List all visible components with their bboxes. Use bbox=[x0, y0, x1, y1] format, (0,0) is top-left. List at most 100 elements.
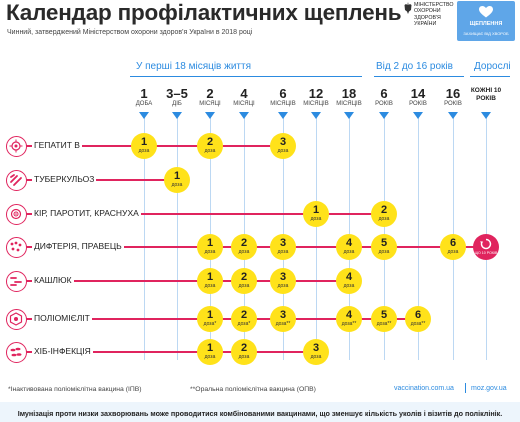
dose-circle[interactable]: 3 доза bbox=[270, 268, 296, 294]
dose-circle[interactable]: 1 доза bbox=[197, 234, 223, 260]
disease-timeline bbox=[20, 280, 349, 282]
dose-number: 3 bbox=[279, 237, 287, 249]
hib-bacteria-badge bbox=[6, 341, 27, 363]
dose-circle[interactable]: 1 доза* bbox=[197, 306, 223, 332]
dose-circle[interactable]: 1 доза bbox=[164, 167, 190, 193]
dose-circle[interactable]: 2 доза bbox=[231, 234, 257, 260]
dose-unit: доза* bbox=[203, 321, 217, 327]
disease-label: Поліомієліт bbox=[32, 313, 92, 323]
disease-timeline bbox=[20, 179, 177, 181]
age-number: 1 bbox=[140, 86, 148, 101]
tuberculosis-bacteria-icon bbox=[10, 173, 22, 186]
dose-unit: доза bbox=[238, 283, 250, 289]
dose-unit: доза bbox=[378, 216, 390, 222]
ministry-logo-text: Міністерство охорони здоров'я України bbox=[414, 2, 454, 28]
site-separator bbox=[465, 383, 466, 393]
age-guide-line bbox=[176, 118, 178, 360]
dose-circle[interactable]: 3 доза** bbox=[270, 306, 296, 332]
dose-unit: доза bbox=[138, 148, 150, 154]
dose-number: 1 bbox=[206, 271, 214, 283]
age-number: 14 bbox=[410, 86, 426, 101]
age-unit: місяців bbox=[336, 101, 362, 107]
dose-unit: доза bbox=[343, 283, 355, 289]
age-marker bbox=[239, 112, 249, 119]
age-group-label: Від 2 до 16 років bbox=[376, 61, 453, 72]
dose-circle[interactable]: 2 доза bbox=[197, 133, 223, 159]
tuberculosis-bacteria-badge bbox=[6, 169, 27, 191]
dose-circle[interactable]: 1 доза bbox=[197, 268, 223, 294]
dose-unit: доза bbox=[277, 249, 289, 255]
dose-circle[interactable]: 2 доза bbox=[231, 268, 257, 294]
disease-timeline bbox=[20, 351, 316, 353]
age-guide-line bbox=[315, 118, 317, 360]
vaccination-logo[interactable]: ЩЕПЛЕННЯ ЗАХИЩАЄ ВІД ХВОРОБ bbox=[457, 1, 515, 41]
dose-number: 1 bbox=[140, 136, 148, 148]
dose-number: 3 bbox=[279, 271, 287, 283]
dose-circle[interactable]: 1 доза bbox=[197, 339, 223, 365]
dose-number: 3 bbox=[279, 309, 287, 321]
dose-number: 2 bbox=[380, 204, 388, 216]
dose-circle[interactable]: 3 доза bbox=[270, 133, 296, 159]
dose-circle[interactable]: 5 доза** bbox=[371, 306, 397, 332]
vaccination-logo-title: ЩЕПЛЕННЯ bbox=[469, 21, 503, 27]
age-number: 6 bbox=[380, 86, 388, 101]
age-unit: місяців bbox=[303, 101, 329, 107]
bottom-note: Імунізація проти низки захворювань може … bbox=[17, 409, 503, 418]
dose-number: 5 bbox=[380, 237, 388, 249]
disease-label: Туберкульоз bbox=[32, 174, 97, 184]
disease-label: Кашлюк bbox=[32, 275, 74, 285]
page-subtitle: Чинний, затверджений Міністерством охоро… bbox=[7, 29, 253, 36]
dose-circle[interactable]: 3 доза bbox=[303, 339, 329, 365]
dose-number: 2 bbox=[240, 237, 248, 249]
dose-number: 2 bbox=[240, 309, 248, 321]
age-marker bbox=[139, 112, 149, 119]
hib-bacteria-icon bbox=[10, 347, 22, 356]
polio-virus-badge bbox=[6, 308, 27, 330]
dose-circle[interactable]: 1 доза bbox=[303, 201, 329, 227]
dose-circle[interactable]: 4 доза** bbox=[336, 306, 362, 332]
site-link-vaccination[interactable]: vaccination.com.ua bbox=[394, 385, 454, 392]
dose-circle[interactable]: 2 доза bbox=[371, 201, 397, 227]
dose-number: 4 bbox=[345, 237, 353, 249]
dose-circle[interactable]: 2 доза bbox=[231, 339, 257, 365]
dose-number: 6 bbox=[449, 237, 457, 249]
heart-icon bbox=[479, 6, 493, 18]
age-unit: років bbox=[375, 101, 393, 107]
age-group-line bbox=[130, 76, 362, 77]
dose-number: 1 bbox=[312, 204, 320, 216]
age-unit: доба bbox=[135, 101, 153, 107]
age-number: 18 bbox=[341, 86, 357, 101]
dose-number: 5 bbox=[380, 309, 388, 321]
dose-circle[interactable]: 1 доза bbox=[131, 133, 157, 159]
vaccination-logo-subtitle: ЗАХИЩАЄ ВІД ХВОРОБ bbox=[463, 31, 509, 36]
age-marker bbox=[344, 112, 354, 119]
dose-circle[interactable]: 2 доза* bbox=[231, 306, 257, 332]
dose-circle[interactable]: 6 доза bbox=[440, 234, 466, 260]
polio-virus-icon bbox=[9, 311, 23, 326]
footnote-opv: **Оральна поліомієлітна вакцина (ОПВ) bbox=[190, 386, 316, 393]
dose-unit: доза bbox=[378, 249, 390, 255]
ministry-logo[interactable]: Міністерство охорони здоров'я України bbox=[404, 2, 454, 36]
dose-circle[interactable]: 3 доза bbox=[270, 234, 296, 260]
adult-booster-badge[interactable]: ЩО 10 РОКІВ bbox=[473, 234, 499, 260]
dose-number: 3 bbox=[312, 342, 320, 354]
dose-circle[interactable]: 6 доза** bbox=[405, 306, 431, 332]
age-group-label: У перші 18 місяців життя bbox=[136, 61, 251, 72]
dose-unit: доза bbox=[277, 148, 289, 154]
disease-label: ХІБ-інфекція bbox=[32, 346, 93, 356]
dose-number: 6 bbox=[414, 309, 422, 321]
age-marker bbox=[311, 112, 321, 119]
dose-circle[interactable]: 5 доза bbox=[371, 234, 397, 260]
dose-circle[interactable]: 4 доза bbox=[336, 234, 362, 260]
disease-label: Дифтерія, правець bbox=[32, 241, 124, 251]
dose-number: 1 bbox=[206, 342, 214, 354]
dose-circle[interactable]: 4 доза bbox=[336, 268, 362, 294]
site-link-moz[interactable]: moz.gov.ua bbox=[471, 385, 507, 392]
age-marker bbox=[481, 112, 491, 119]
dose-unit: доза bbox=[171, 182, 183, 188]
dose-unit: доза** bbox=[410, 321, 426, 327]
age-unit: років bbox=[409, 101, 427, 107]
diphtheria-bacteria-icon bbox=[10, 241, 22, 251]
bottom-note-bar: Імунізація проти низки захворювань може … bbox=[0, 402, 520, 422]
disease-label: Кір, паротит, краснуха bbox=[32, 208, 141, 218]
